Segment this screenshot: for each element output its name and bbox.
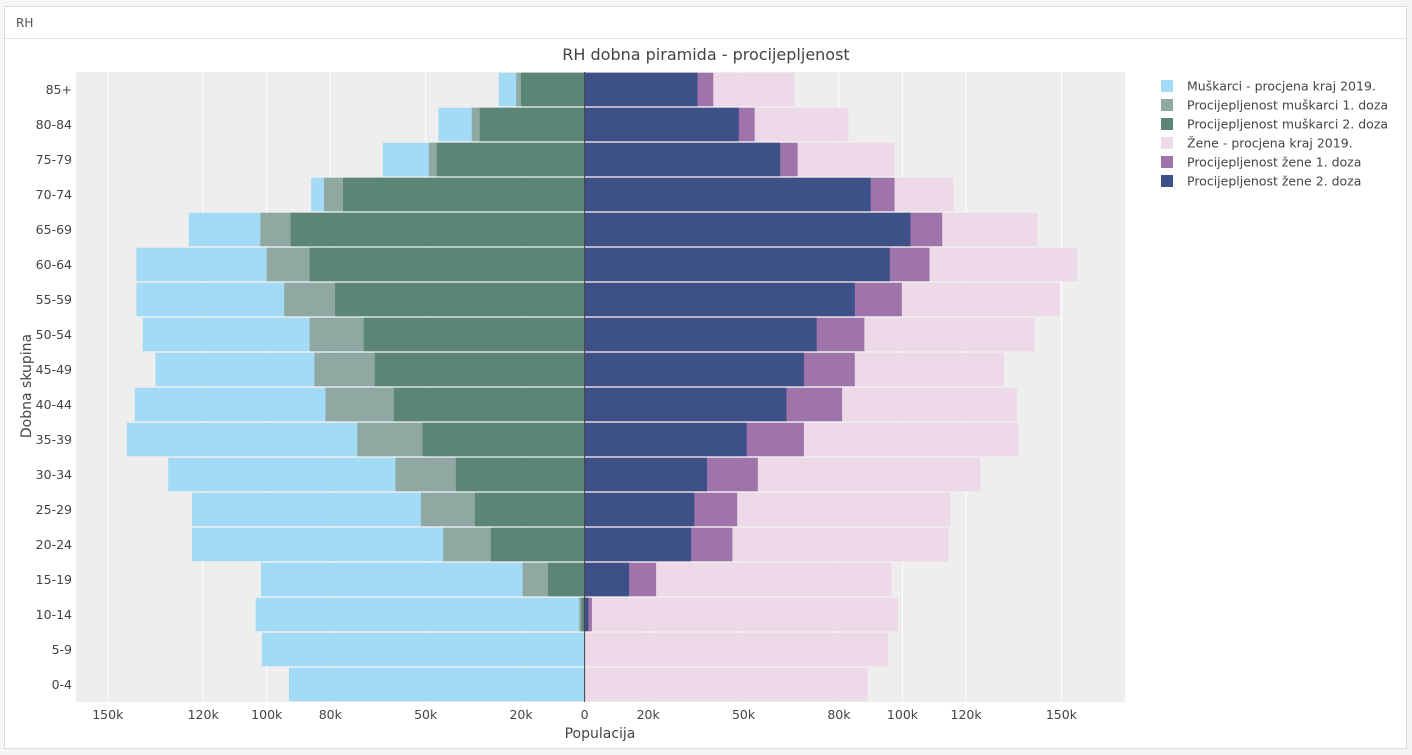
legend-swatch: [1161, 118, 1173, 130]
bar-female-series-5-15-19[interactable]: [584, 562, 630, 597]
legend-swatch: [1161, 80, 1173, 92]
bar-female-series-5-30-34[interactable]: [584, 457, 707, 492]
x-tick-label: 20k: [509, 707, 533, 722]
bar-female-series-3-10-14[interactable]: [584, 597, 898, 632]
y-tick-label: 60-64: [36, 257, 72, 272]
legend-swatch: [1161, 99, 1173, 111]
bar-female-series-5-80-84[interactable]: [584, 107, 739, 142]
bar-female-series-5-25-29[interactable]: [584, 492, 695, 527]
legend-swatch: [1161, 156, 1173, 168]
x-tick-label: 150k: [92, 707, 124, 722]
bar-male-series-2-40-44[interactable]: [393, 387, 585, 422]
x-tick-label: 50k: [732, 707, 756, 722]
y-tick-label: 35-39: [36, 432, 72, 447]
bar-male-series-2-60-64[interactable]: [309, 247, 585, 282]
y-tick-label: 55-59: [36, 292, 72, 307]
chart-title: RH dobna piramida - procijepljenost: [562, 45, 849, 64]
bar-female-series-5-70-74[interactable]: [584, 177, 871, 212]
bar-female-series-5-60-64[interactable]: [584, 247, 890, 282]
x-tick-label: 150k: [1046, 707, 1078, 722]
legend-item[interactable]: Muškarci - procjena kraj 2019.: [1161, 79, 1376, 94]
legend-label: Procijepljenost muškarci 2. doza: [1187, 117, 1388, 132]
y-tick-label: 80-84: [36, 117, 72, 132]
bar-male-series-2-85+[interactable]: [521, 72, 585, 107]
legend-swatch: [1161, 175, 1173, 187]
x-tick-label: 0: [581, 707, 589, 722]
y-tick-label: 20-24: [36, 537, 72, 552]
x-tick-label: 120k: [951, 707, 983, 722]
gridlines: [107, 72, 1062, 702]
bar-male-series-2-30-34[interactable]: [455, 457, 585, 492]
x-axis-title: Populacija: [565, 726, 636, 742]
y-tick-label: 30-34: [36, 467, 72, 482]
y-tick-label: 75-79: [36, 152, 72, 167]
x-tick-label: 100k: [887, 707, 919, 722]
legend-item[interactable]: Žene - procjena kraj 2019.: [1161, 136, 1353, 151]
legend-label: Procijepljenost žene 2. doza: [1187, 174, 1361, 189]
legend-label: Procijepljenost muškarci 1. doza: [1187, 98, 1388, 113]
bar-female-series-5-45-49[interactable]: [584, 352, 804, 387]
bar-male-series-2-65-69[interactable]: [290, 212, 585, 247]
panel-header: RH: [5, 7, 1406, 39]
x-tick-label: 80k: [319, 707, 343, 722]
legend-label: Žene - procjena kraj 2019.: [1187, 136, 1353, 151]
bar-female-series-3-0-4[interactable]: [584, 667, 868, 702]
bar-female-series-5-35-39[interactable]: [584, 422, 747, 457]
bar-female-series-5-85+[interactable]: [584, 72, 698, 107]
bar-female-series-5-40-44[interactable]: [584, 387, 787, 422]
y-axis-title: Dobna skupina: [19, 334, 35, 438]
legend-label: Muškarci - procjena kraj 2019.: [1187, 79, 1376, 94]
bar-male-series-2-20-24[interactable]: [490, 527, 585, 562]
bar-male-series-2-25-29[interactable]: [474, 492, 585, 527]
bar-male-series-0-10-14[interactable]: [255, 597, 585, 632]
legend-item[interactable]: Procijepljenost žene 2. doza: [1161, 174, 1361, 189]
x-tick-label: 50k: [414, 707, 438, 722]
bar-female-series-5-10-14[interactable]: [584, 597, 589, 632]
bar-female-series-5-55-59[interactable]: [584, 282, 855, 317]
bar-female-series-5-65-69[interactable]: [584, 212, 911, 247]
x-axis-ticks: 150k 120k 100k 80k 50k 20k 0 20k 50k 80k 100k 120k 1…: [92, 707, 1077, 722]
bar-female-series-5-75-79[interactable]: [584, 142, 781, 177]
y-tick-label: 0-4: [52, 677, 72, 692]
y-tick-label: 85+: [46, 82, 72, 97]
bar-male-series-2-70-74[interactable]: [343, 177, 585, 212]
x-tick-label: 20k: [637, 707, 661, 722]
legend[interactable]: Muškarci - procjena kraj 2019. Procijeplj…: [1161, 79, 1388, 189]
plot-area: [76, 72, 1125, 702]
y-tick-label: 50-54: [36, 327, 72, 342]
bar-male-series-2-75-79[interactable]: [436, 142, 585, 177]
bar-male-series-2-15-19[interactable]: [548, 562, 585, 597]
bar-female-series-3-5-9[interactable]: [584, 632, 889, 667]
x-tick-label: 80k: [827, 707, 851, 722]
x-tick-label: 100k: [251, 707, 283, 722]
panel-title: RH: [16, 16, 34, 30]
legend-item[interactable]: Procijepljenost muškarci 1. doza: [1161, 98, 1388, 113]
legend-item[interactable]: Procijepljenost žene 1. doza: [1161, 155, 1361, 170]
bar-male-series-0-0-4[interactable]: [288, 667, 585, 702]
y-tick-label: 5-9: [52, 642, 72, 657]
bar-male-series-2-10-14[interactable]: [581, 597, 585, 632]
x-tick-label: 120k: [188, 707, 220, 722]
bars[interactable]: [126, 72, 1078, 702]
bar-male-series-0-5-9[interactable]: [261, 632, 585, 667]
y-tick-label: 65-69: [36, 222, 72, 237]
y-tick-label: 45-49: [36, 362, 72, 377]
y-tick-label: 40-44: [36, 397, 72, 412]
bar-male-series-2-50-54[interactable]: [363, 317, 585, 352]
bar-male-series-2-45-49[interactable]: [374, 352, 585, 387]
legend-item[interactable]: Procijepljenost muškarci 2. doza: [1161, 117, 1388, 132]
y-tick-label: 10-14: [36, 607, 72, 622]
y-axis-ticks: 0-4 5-9 10-14 15-19 20-24 25-29 30-34 35-39 40-4…: [36, 82, 72, 692]
y-tick-label: 15-19: [36, 572, 72, 587]
bar-male-series-2-55-59[interactable]: [335, 282, 585, 317]
legend-swatch: [1161, 137, 1173, 149]
bar-male-series-2-80-84[interactable]: [479, 107, 585, 142]
y-tick-label: 25-29: [36, 502, 72, 517]
legend-label: Procijepljenost žene 1. doza: [1187, 155, 1361, 170]
bar-female-series-5-50-54[interactable]: [584, 317, 817, 352]
bar-female-series-5-20-24[interactable]: [584, 527, 692, 562]
y-tick-label: 70-74: [36, 187, 72, 202]
bar-male-series-2-35-39[interactable]: [422, 422, 585, 457]
